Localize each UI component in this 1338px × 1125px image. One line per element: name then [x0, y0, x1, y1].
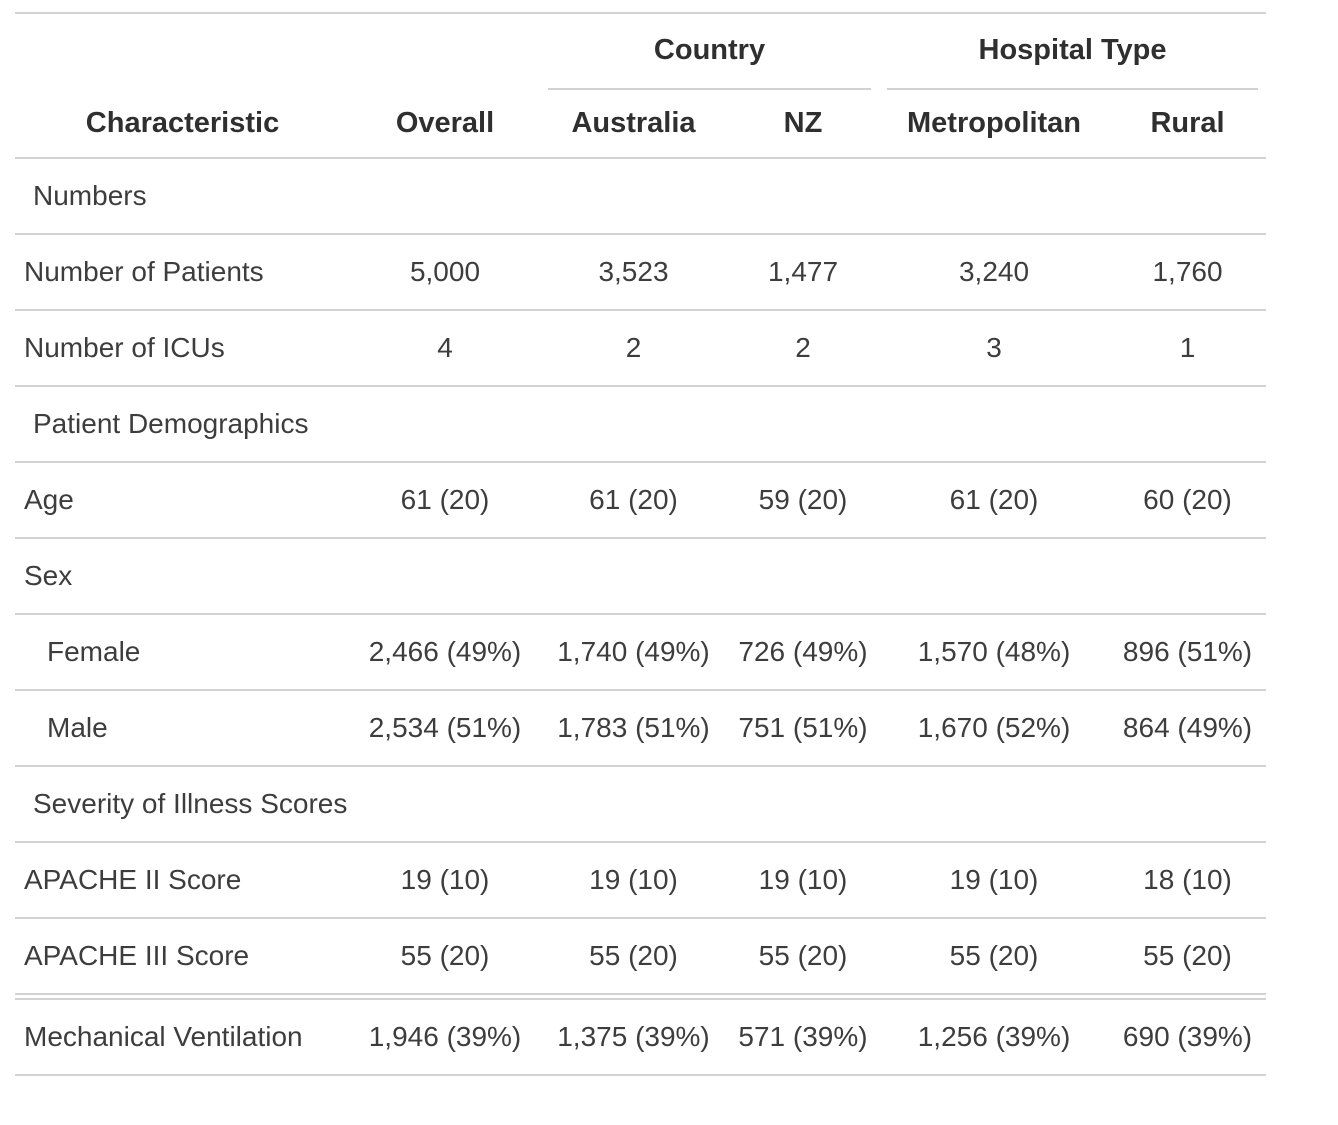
cell-value: 3,240 — [879, 235, 1110, 311]
cell-value: 2 — [540, 311, 727, 387]
column-header-nz: NZ — [727, 90, 880, 159]
characteristics-table: Country Hospital Type Characteristic Ove… — [15, 14, 1267, 1076]
table-header: Country Hospital Type Characteristic Ove… — [15, 14, 1267, 159]
section-header-label: Severity of Illness Scores — [15, 767, 1267, 843]
cell-value: 18 (10) — [1109, 843, 1267, 919]
cell-value: 55 (20) — [1109, 919, 1267, 995]
table-row: Sex — [15, 539, 1267, 615]
cell-value: 751 (51%) — [727, 691, 880, 767]
cell-value — [1109, 539, 1267, 615]
cell-value: 55 (20) — [350, 919, 540, 995]
spanner-hospital-type: Hospital Type — [879, 14, 1266, 90]
cell-value: 690 (39%) — [1109, 1000, 1267, 1076]
cell-value: 1,740 (49%) — [540, 615, 727, 691]
cell-value: 2,466 (49%) — [350, 615, 540, 691]
row-label: APACHE II Score — [15, 843, 350, 919]
cell-value: 55 (20) — [540, 919, 727, 995]
cell-value: 19 (10) — [727, 843, 880, 919]
cell-value: 896 (51%) — [1109, 615, 1267, 691]
section-header-label: Numbers — [15, 159, 1267, 235]
cell-value: 4 — [350, 311, 540, 387]
spanner-empty-overall — [350, 14, 540, 90]
table-body: Numbers Number of Patients 5,000 3,523 1,477… — [15, 159, 1267, 1076]
cell-value: 1,760 — [1109, 235, 1267, 311]
cell-value: 3 — [879, 311, 1110, 387]
table-row: Number of ICUs 4 2 2 3 1 — [15, 311, 1267, 387]
row-label: Mechanical Ventilation — [15, 1000, 350, 1076]
table-row: Male 2,534 (51%) 1,783 (51%) 751 (51%) 1,670… — [15, 691, 1267, 767]
column-header-characteristic: Characteristic — [15, 90, 350, 159]
column-header-metropolitan: Metropolitan — [879, 90, 1110, 159]
cell-value: 571 (39%) — [727, 1000, 880, 1076]
cell-value: 59 (20) — [727, 463, 880, 539]
row-label: Number of Patients — [15, 235, 350, 311]
cell-value: 19 (10) — [350, 843, 540, 919]
section-separator-cell — [15, 995, 1267, 1000]
section-header-row: Patient Demographics — [15, 387, 1267, 463]
row-label: Age — [15, 463, 350, 539]
cell-value: 19 (10) — [879, 843, 1110, 919]
cell-value: 2 — [727, 311, 880, 387]
cell-value: 1,375 (39%) — [540, 1000, 727, 1076]
cell-value: 60 (20) — [1109, 463, 1267, 539]
cell-value: 55 (20) — [879, 919, 1110, 995]
spanner-hospital-type-label: Hospital Type — [887, 14, 1259, 90]
section-header-row: Numbers — [15, 159, 1267, 235]
table-row: Mechanical Ventilation 1,946 (39%) 1,375 (… — [15, 1000, 1267, 1076]
cell-value: 19 (10) — [540, 843, 727, 919]
cell-value: 61 (20) — [879, 463, 1110, 539]
spanner-empty-characteristic — [15, 14, 350, 90]
spanner-row: Country Hospital Type — [15, 14, 1266, 90]
row-label: Male — [15, 691, 350, 767]
section-header-label: Patient Demographics — [15, 387, 1267, 463]
cell-value: 1,256 (39%) — [879, 1000, 1110, 1076]
table-row: APACHE II Score 19 (10) 19 (10) 19 (10) 19 (… — [15, 843, 1267, 919]
cell-value — [879, 539, 1110, 615]
cell-value: 726 (49%) — [727, 615, 880, 691]
column-header-overall: Overall — [350, 90, 540, 159]
column-header-australia: Australia — [540, 90, 727, 159]
cell-value — [727, 539, 880, 615]
section-separator — [15, 995, 1267, 1000]
cell-value: 1,570 (48%) — [879, 615, 1110, 691]
cell-value: 1,670 (52%) — [879, 691, 1110, 767]
cell-value: 61 (20) — [540, 463, 727, 539]
cell-value: 1 — [1109, 311, 1267, 387]
column-header-row: Characteristic Overall Australia NZ Metr… — [15, 90, 1267, 159]
table-row: APACHE III Score 55 (20) 55 (20) 55 (20) 55 … — [15, 919, 1267, 995]
cell-value: 5,000 — [350, 235, 540, 311]
row-label: Number of ICUs — [15, 311, 350, 387]
cell-value: 1,477 — [727, 235, 880, 311]
table-row: Number of Patients 5,000 3,523 1,477 3,240 1,… — [15, 235, 1267, 311]
cell-value: 1,783 (51%) — [540, 691, 727, 767]
cell-value — [350, 539, 540, 615]
row-label: APACHE III Score — [15, 919, 350, 995]
cell-value: 2,534 (51%) — [350, 691, 540, 767]
cell-value: 1,946 (39%) — [350, 1000, 540, 1076]
column-header-rural: Rural — [1109, 90, 1267, 159]
cell-value: 864 (49%) — [1109, 691, 1267, 767]
spanner-country-label: Country — [548, 14, 872, 90]
cell-value: 3,523 — [540, 235, 727, 311]
spanner-country: Country — [540, 14, 879, 90]
row-label: Sex — [15, 539, 350, 615]
summary-table: Country Hospital Type Characteristic Ove… — [15, 12, 1267, 1076]
table-row: Female 2,466 (49%) 1,740 (49%) 726 (49%) 1,5… — [15, 615, 1267, 691]
cell-value: 55 (20) — [727, 919, 880, 995]
section-header-row: Severity of Illness Scores — [15, 767, 1267, 843]
cell-value: 61 (20) — [350, 463, 540, 539]
cell-value — [540, 539, 727, 615]
table-row: Age 61 (20) 61 (20) 59 (20) 61 (20) 60 (20) — [15, 463, 1267, 539]
row-label: Female — [15, 615, 350, 691]
